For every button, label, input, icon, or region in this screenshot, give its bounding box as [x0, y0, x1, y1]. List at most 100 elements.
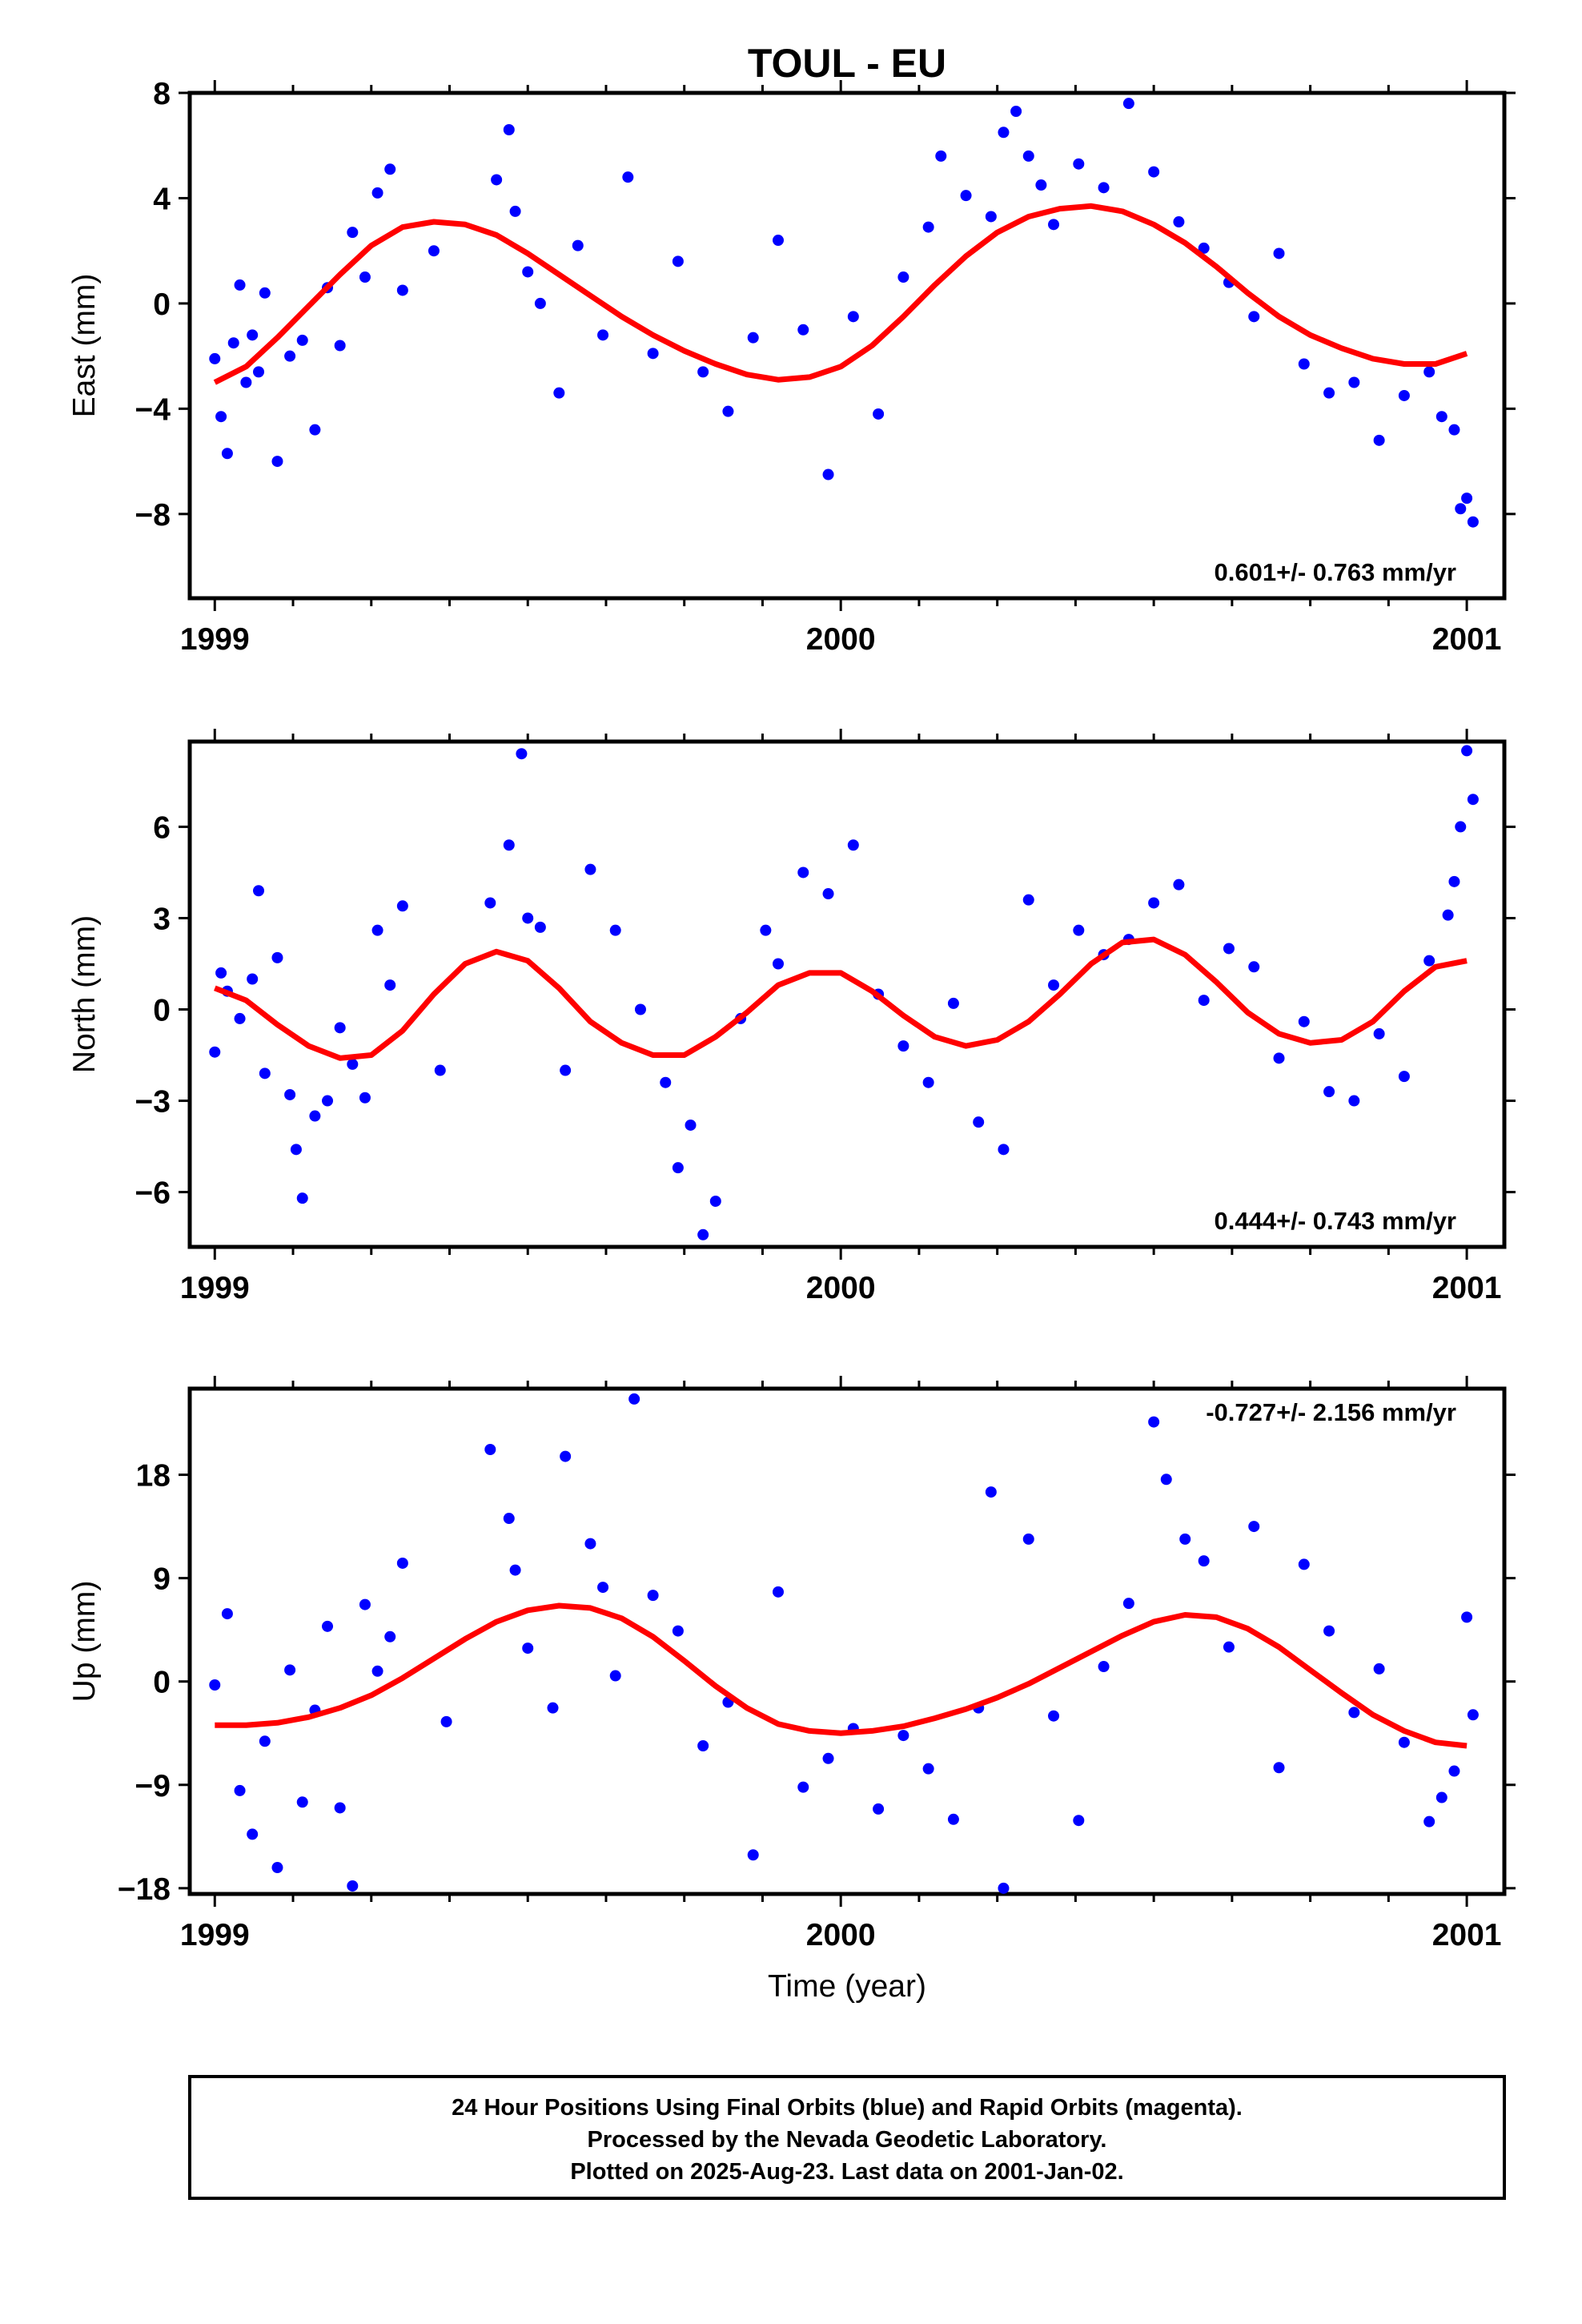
- rate-annotation: -0.727+/- 2.156 mm/yr: [1206, 1398, 1456, 1426]
- data-point: [347, 227, 359, 239]
- data-point: [1248, 311, 1260, 323]
- data-point: [396, 1557, 408, 1569]
- data-point: [1423, 955, 1435, 967]
- data-point: [522, 266, 534, 278]
- data-point: [822, 468, 834, 480]
- y-tick-label: −8: [135, 498, 171, 533]
- data-point: [628, 1393, 640, 1405]
- data-point: [1298, 358, 1310, 370]
- data-point: [334, 340, 346, 352]
- data-point: [359, 271, 371, 283]
- data-point: [1467, 1709, 1479, 1721]
- data-point: [797, 324, 809, 336]
- data-point: [1148, 166, 1160, 178]
- data-point: [897, 271, 909, 283]
- y-tick-label: −3: [135, 1085, 171, 1120]
- data-point: [797, 1781, 809, 1793]
- data-point: [484, 1444, 496, 1456]
- data-point: [484, 897, 496, 909]
- data-point: [1398, 389, 1410, 401]
- data-point: [847, 839, 859, 851]
- data-point: [1022, 894, 1034, 906]
- y-tick-label: 6: [153, 810, 171, 845]
- x-tick-label: 2001: [1432, 622, 1502, 657]
- data-point: [253, 366, 265, 378]
- data-point: [822, 888, 834, 900]
- panel-1: 6 3 0 −3 −6 1999 2000 2001 North (mm) 0.444+/- 0.…: [67, 729, 1516, 1305]
- data-point: [1148, 897, 1160, 909]
- x-tick-label: 2000: [806, 1918, 876, 1952]
- data-point: [922, 1763, 934, 1775]
- data-point: [897, 1040, 909, 1052]
- y-tick-label: 8: [153, 77, 171, 111]
- data-point: [647, 348, 659, 360]
- data-point: [634, 1003, 646, 1015]
- chart-title: TOUL - EU: [748, 41, 946, 86]
- data-point: [998, 127, 1010, 139]
- plot-area: [209, 1393, 1479, 1894]
- y-tick-label: −18: [118, 1872, 171, 1907]
- data-point: [1455, 503, 1467, 515]
- data-point: [1448, 1765, 1460, 1777]
- footer-line-2: Processed by the Nevada Geodetic Laborat…: [588, 2127, 1107, 2153]
- data-point: [1467, 516, 1479, 528]
- data-point: [897, 1730, 909, 1742]
- data-point: [221, 1608, 233, 1620]
- data-point: [922, 1076, 934, 1088]
- data-point: [1273, 1052, 1285, 1064]
- data-point: [1298, 1558, 1310, 1570]
- data-point: [1048, 219, 1060, 231]
- data-point: [1323, 1625, 1335, 1637]
- data-point: [1348, 1095, 1360, 1107]
- data-point: [1179, 1533, 1191, 1545]
- data-point: [985, 1486, 997, 1498]
- data-point: [1455, 821, 1467, 833]
- x-tick-label: 1999: [180, 1271, 250, 1305]
- data-point: [609, 1670, 621, 1682]
- data-point: [347, 1880, 359, 1892]
- data-point: [509, 1564, 521, 1576]
- data-point: [1122, 1598, 1134, 1610]
- data-point: [209, 1046, 221, 1058]
- data-point: [322, 1095, 334, 1107]
- y-axis-label: North (mm): [67, 915, 102, 1073]
- data-point: [1035, 179, 1047, 191]
- data-point: [384, 163, 396, 175]
- data-point: [960, 190, 972, 202]
- data-point: [491, 174, 503, 186]
- data-point: [227, 337, 239, 349]
- fit-line: [215, 1602, 1468, 1749]
- data-point: [1323, 1086, 1335, 1098]
- data-point: [371, 1665, 383, 1677]
- data-point: [622, 171, 634, 183]
- data-point: [760, 924, 772, 936]
- y-tick-label: 0: [153, 1666, 171, 1700]
- plot-frame: [187, 1386, 1507, 1896]
- data-point: [722, 405, 734, 417]
- fit-line: [214, 936, 1468, 1061]
- data-point: [359, 1092, 371, 1104]
- plot-frame: [187, 739, 1507, 1249]
- data-point: [1373, 434, 1385, 446]
- data-point: [296, 1192, 308, 1204]
- data-point: [985, 211, 997, 223]
- data-point: [1022, 150, 1034, 162]
- x-tick-label: 1999: [180, 622, 250, 657]
- y-tick-label: 3: [153, 902, 171, 936]
- data-point: [434, 1064, 446, 1076]
- data-point: [772, 958, 784, 970]
- plot-area: [209, 98, 1479, 528]
- data-point: [1122, 98, 1134, 110]
- data-point: [947, 1813, 959, 1825]
- data-point: [1148, 1416, 1160, 1428]
- data-point: [259, 287, 271, 299]
- data-point: [503, 1513, 515, 1525]
- data-point: [371, 187, 383, 199]
- data-point: [597, 1582, 609, 1594]
- data-point: [747, 332, 759, 344]
- data-point: [509, 205, 521, 217]
- data-point: [873, 408, 885, 420]
- plot-frame: [187, 90, 1507, 601]
- rate-annotation: 0.444+/- 0.743 mm/yr: [1215, 1207, 1456, 1235]
- data-point: [1273, 1762, 1285, 1774]
